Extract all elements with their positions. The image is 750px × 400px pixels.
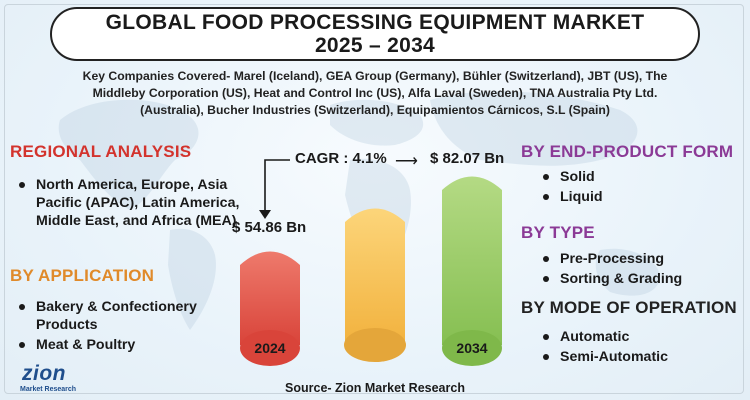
list-item: Sorting & Grading	[540, 270, 740, 288]
regional-list: North America, Europe, Asia Pacific (APA…	[16, 176, 241, 232]
value-2024: $ 54.86 Bn	[232, 219, 307, 236]
list-item: Bakery & Confectionery Products	[16, 298, 231, 334]
key-companies: Key Companies Covered- Marel (Iceland), …	[30, 68, 720, 119]
type-list: Pre-Processing Sorting & Grading	[540, 250, 740, 290]
list-item: Solid	[540, 168, 720, 186]
by-type-heading: BY TYPE	[521, 223, 595, 242]
arrow-right-icon: ⟶	[395, 153, 418, 170]
companies-line-2: Middleby Corporation (US), Heat and Cont…	[92, 86, 658, 100]
list-item: Liquid	[540, 188, 720, 206]
companies-line-3: (Australia), Bucher Industries (Switzerl…	[140, 103, 610, 117]
cagr-pointer-arrowhead	[259, 210, 271, 219]
logo-subtitle: Market Research	[20, 386, 77, 393]
page-title: GLOBAL FOOD PROCESSING EQUIPMENT MARKET	[105, 11, 645, 34]
title-years: 2025 – 2034	[314, 34, 436, 57]
logo-wordmark: zion	[22, 362, 66, 385]
by-application-heading: BY APPLICATION	[10, 266, 155, 285]
companies-line-1: Key Companies Covered- Marel (Iceland), …	[82, 69, 668, 83]
cagr-pointer-line	[264, 159, 290, 212]
mode-of-operation-heading: BY MODE OF OPERATION	[521, 298, 737, 317]
list-item: Pre-Processing	[540, 250, 740, 268]
application-list: Bakery & Confectionery Products Meat & P…	[16, 298, 231, 356]
end-product-list: Solid Liquid	[540, 168, 720, 208]
end-product-heading: BY END-PRODUCT FORM	[521, 142, 734, 161]
bar-2024	[240, 251, 300, 345]
cagr-label: CAGR : 4.1%	[295, 150, 387, 167]
list-item: Meat & Poultry	[16, 336, 231, 354]
value-2034: $ 82.07 Bn	[430, 150, 505, 167]
bar-middle	[345, 208, 405, 345]
zion-logo: zion Market Research	[10, 362, 80, 398]
title-banner: GLOBAL FOOD PROCESSING EQUIPMENT MARKET …	[50, 7, 700, 61]
bar-2034	[442, 176, 502, 345]
list-item: Semi-Automatic	[540, 348, 740, 366]
list-item: North America, Europe, Asia Pacific (APA…	[16, 176, 241, 230]
source-note: Source- Zion Market Research	[285, 381, 465, 395]
outer-frame	[4, 4, 744, 394]
mode-list: Automatic Semi-Automatic	[540, 328, 740, 368]
year-badge-2024: 2024	[240, 330, 300, 366]
list-item: Automatic	[540, 328, 740, 346]
regional-analysis-heading: REGIONAL ANALYSIS	[10, 142, 192, 161]
year-badge-2034: 2034	[442, 330, 502, 366]
